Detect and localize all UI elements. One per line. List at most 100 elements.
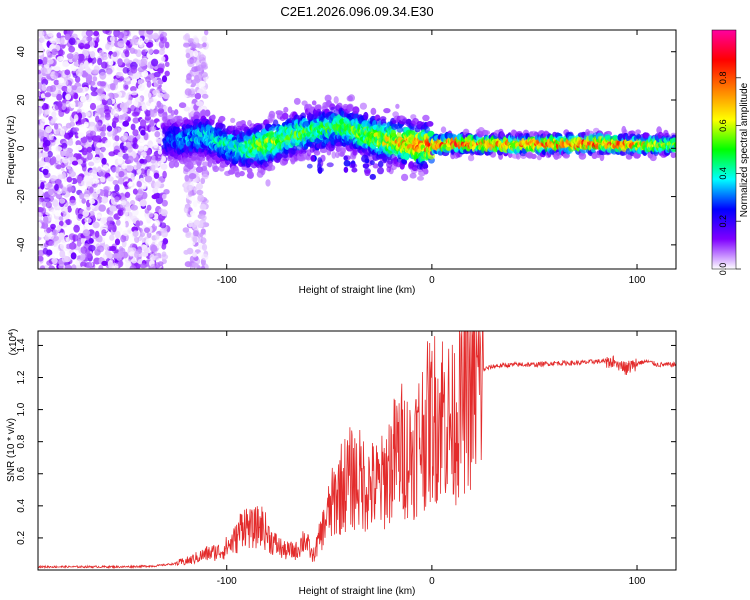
spectrogram-cell <box>94 230 100 238</box>
spectrogram-cell <box>139 263 147 269</box>
spectrogram-cell <box>93 30 100 37</box>
spectrogram-cell <box>127 145 133 153</box>
spectrogram-cell <box>80 180 86 186</box>
spectrogram-cell <box>88 238 94 244</box>
spectrogram-cell <box>88 169 97 177</box>
spectrogram-cell <box>89 102 97 111</box>
spectrogram-cell <box>62 156 69 164</box>
spectrogram-cell <box>65 152 72 158</box>
spectrogram-cell <box>92 76 98 82</box>
spectrogram-cell <box>89 130 97 137</box>
spectrogram-cell <box>178 102 187 109</box>
spectrogram-cell <box>109 205 117 212</box>
spectrogram-cell <box>132 142 137 149</box>
spectrogram-cell <box>157 149 163 155</box>
spectrogram-cell <box>193 219 200 226</box>
spectrogram-cell <box>54 69 60 77</box>
spectrogram-cell <box>73 224 80 233</box>
spectrogram-cell <box>578 152 587 160</box>
spectrogram-cell <box>92 174 99 181</box>
spectrogram-cell <box>162 93 170 100</box>
spectrogram-cell <box>46 227 52 234</box>
spectrogram-cell <box>58 220 64 227</box>
spectrogram-cell <box>92 178 100 184</box>
spectrogram-cell <box>324 94 332 103</box>
spectrogram-cell <box>183 206 189 214</box>
spectrogram-cell <box>422 114 430 122</box>
spectrogram-cell <box>132 188 138 195</box>
spectrogram-cell <box>67 205 72 213</box>
spectrogram-cell <box>44 235 50 241</box>
spectrogram-cell <box>401 173 409 182</box>
spectrogram-cell <box>104 250 111 256</box>
spectrogram-cell <box>149 126 157 132</box>
spectrogram-cell <box>52 229 58 236</box>
spectrogram-cell <box>154 131 161 138</box>
spectrogram-cell <box>136 163 142 170</box>
spectrogram-cell <box>51 48 58 56</box>
spectrogram-cell <box>149 119 155 127</box>
spectrogram-cell <box>38 59 43 65</box>
spectrogram-cell <box>114 230 121 239</box>
spectrogram-cell <box>122 120 130 127</box>
spectrogram-cell <box>201 243 208 251</box>
spectrogram-cell <box>134 96 142 103</box>
spectrogram-cell <box>67 30 74 35</box>
spectrogram-cell <box>96 108 102 114</box>
spectrogram-cell <box>66 53 74 60</box>
spectrogram-cell <box>143 125 150 131</box>
spectrogram-cell <box>132 72 141 80</box>
spectrogram-cell <box>138 187 144 196</box>
spectrogram-cell <box>54 123 59 130</box>
spectrogram-cell <box>131 111 139 117</box>
spectrogram-cell <box>77 213 83 219</box>
spectrogram-cell <box>157 79 164 85</box>
spectrogram-cell <box>101 196 109 204</box>
spectrogram-cell <box>196 161 202 167</box>
spectrogram-cell <box>125 204 132 212</box>
spectrogram-cell <box>239 170 245 177</box>
spectrogram-cell <box>88 121 96 127</box>
spectrogram-cell <box>120 196 128 202</box>
spectrogram-cell <box>57 49 65 56</box>
spectrogram-cell <box>90 91 98 97</box>
spectrogram-cell <box>404 153 410 161</box>
spectrogram-cell <box>108 59 114 66</box>
spectrogram-cell <box>160 209 168 217</box>
spectrogram-cell <box>146 41 154 48</box>
spectrogram-cell <box>43 197 51 203</box>
spectrogram-cell <box>117 58 123 66</box>
spectrogram-cell <box>281 112 289 120</box>
spectrogram-cell <box>138 83 145 91</box>
spectrogram-cell <box>81 198 86 204</box>
spectrogram-cell <box>422 163 429 170</box>
spectrogram-cell <box>45 201 53 209</box>
spectrogram-cell <box>117 40 125 48</box>
spectrogram-cell <box>340 147 346 155</box>
spectrogram-cell <box>137 66 145 73</box>
spectrogram-cell <box>192 200 198 208</box>
spectrogram-cell <box>122 230 129 237</box>
spectrogram-cell <box>82 36 88 42</box>
spectrogram-cell <box>183 106 190 112</box>
spectrogram-cell <box>110 245 117 252</box>
spectrogram-cell <box>135 49 142 58</box>
spectrogram-cell <box>141 182 147 190</box>
spectrogram-cell <box>197 64 204 72</box>
spectrogram-cell <box>89 210 95 217</box>
spectrogram-cell <box>122 67 129 74</box>
spectrogram-cell <box>186 161 194 170</box>
spectrogram-cell <box>130 38 138 46</box>
spectrogram-cell <box>86 68 92 74</box>
spectrogram-cell <box>112 128 118 136</box>
spectrogram-cell <box>41 76 47 83</box>
spectrogram-cell <box>83 193 90 200</box>
spectrogram-cell <box>65 93 72 101</box>
spectrogram-cell <box>140 232 145 238</box>
spectrogram-cell <box>201 35 208 43</box>
spectrogram-cell <box>184 261 192 268</box>
spectrogram-cell <box>41 201 47 208</box>
spectrogram-cell <box>76 159 83 165</box>
spectrogram-cell <box>101 61 108 69</box>
spectrogram-cell <box>117 209 124 217</box>
